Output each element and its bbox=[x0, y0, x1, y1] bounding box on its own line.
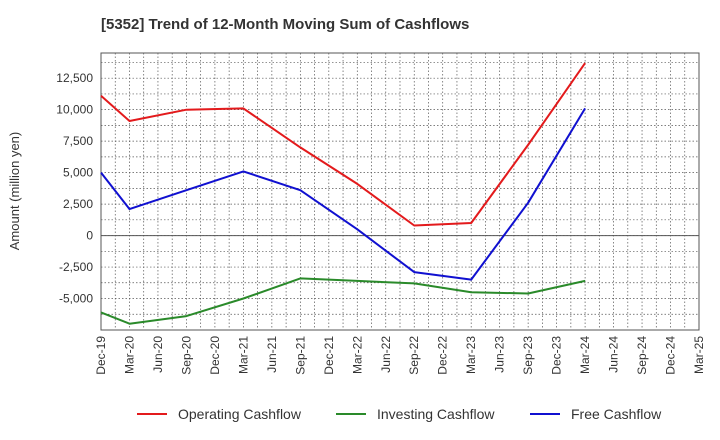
chart-title: [5352] Trend of 12-Month Moving Sum of C… bbox=[101, 16, 469, 33]
y-tick-label: 12,500 bbox=[56, 71, 93, 85]
x-tick-label: Dec-24 bbox=[664, 336, 678, 375]
x-tick-label: Mar-22 bbox=[350, 336, 364, 374]
x-tick-label: Mar-21 bbox=[236, 336, 250, 374]
y-tick-label: -2,500 bbox=[59, 260, 93, 274]
x-axis: Dec-19 Mar-20 Jun-20 Sep-20 Dec-20 Mar-21 Jun-… bbox=[94, 336, 706, 375]
y-tick-label: 2,500 bbox=[63, 197, 93, 211]
y-axis: -5,000 -2,500 0 2,500 5,000 7,500 10,000 12,500 bbox=[56, 71, 93, 305]
y-axis-label: Amount (million yen) bbox=[7, 132, 22, 251]
x-tick-label: Mar-24 bbox=[578, 336, 592, 374]
x-tick-label: Dec-20 bbox=[208, 336, 222, 375]
x-tick-label: Dec-22 bbox=[436, 336, 450, 375]
x-tick-label: Mar-23 bbox=[464, 336, 478, 374]
x-tick-label: Sep-23 bbox=[521, 336, 535, 375]
legend-label: Free Cashflow bbox=[571, 406, 662, 422]
x-tick-label: Mar-25 bbox=[692, 336, 706, 374]
y-tick-label: 10,000 bbox=[56, 103, 93, 117]
x-tick-label: Jun-23 bbox=[493, 336, 507, 373]
x-tick-label: Sep-24 bbox=[635, 336, 649, 375]
legend-label: Operating Cashflow bbox=[178, 406, 302, 422]
y-tick-label: -5,000 bbox=[59, 292, 93, 306]
x-tick-label: Sep-21 bbox=[293, 336, 307, 375]
y-tick-label: 7,500 bbox=[63, 134, 93, 148]
plot-area bbox=[100, 52, 700, 331]
series-line-operating-cashflow bbox=[100, 62, 586, 227]
series-lines bbox=[100, 62, 586, 325]
grid-lines bbox=[101, 53, 699, 330]
series-line-free-cashflow bbox=[100, 107, 586, 281]
x-tick-label: Sep-22 bbox=[407, 336, 421, 375]
legend-label: Investing Cashflow bbox=[377, 406, 495, 422]
legend: Operating Cashflow Investing Cashflow Free… bbox=[137, 406, 662, 422]
x-tick-label: Sep-20 bbox=[179, 336, 193, 375]
y-tick-label: 0 bbox=[86, 229, 93, 243]
x-tick-label: Jun-20 bbox=[151, 336, 165, 373]
series-line-investing-cashflow bbox=[100, 277, 586, 325]
x-tick-label: Mar-20 bbox=[122, 336, 136, 374]
y-tick-label: 5,000 bbox=[63, 166, 93, 180]
x-tick-label: Jun-21 bbox=[265, 336, 279, 373]
x-tick-label: Dec-19 bbox=[94, 336, 108, 375]
x-tick-label: Dec-23 bbox=[550, 336, 564, 375]
x-tick-label: Jun-24 bbox=[607, 336, 621, 373]
x-tick-label: Dec-21 bbox=[322, 336, 336, 375]
x-tick-label: Jun-22 bbox=[379, 336, 393, 373]
